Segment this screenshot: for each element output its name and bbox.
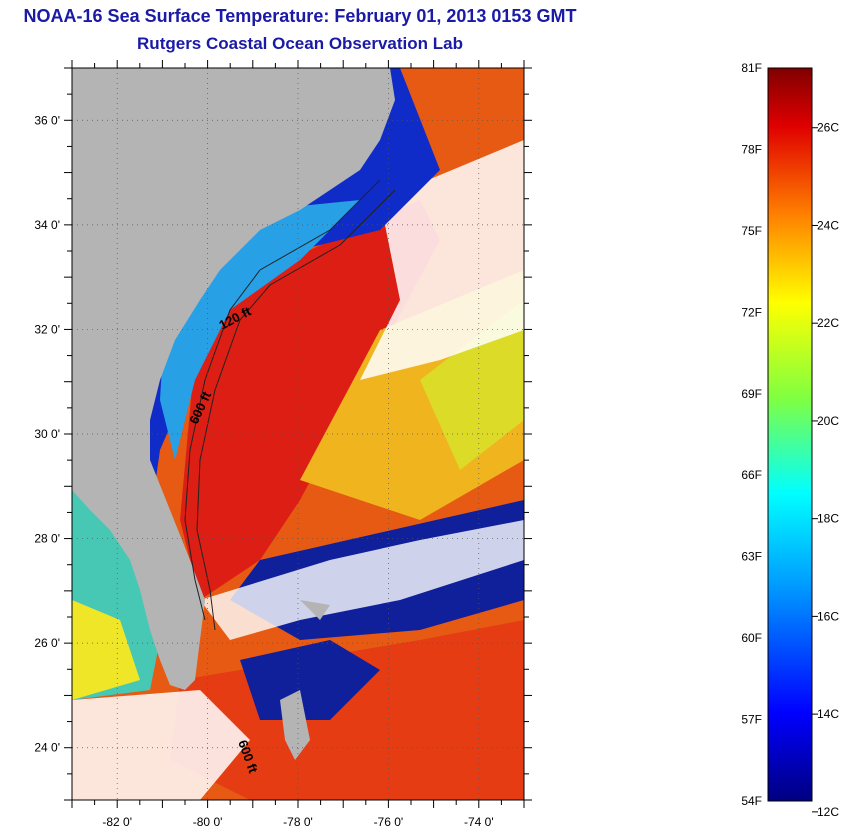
lon-tick-label: -82 0' bbox=[102, 815, 132, 829]
longitude-axis: -82 0' -80 0' -78 0' -76 0' -74 0' bbox=[71, 60, 525, 829]
southern-warm bbox=[170, 620, 524, 800]
colorbar-celsius-labels: 26C 24C 22C 20C 18C 16C 14C 12C bbox=[812, 121, 839, 819]
colorbar-f-label: 60F bbox=[741, 631, 762, 645]
colorbar-f-label: 54F bbox=[741, 794, 762, 808]
lat-tick-label: 34 0' bbox=[34, 218, 60, 232]
island-grand-bahama bbox=[300, 600, 330, 620]
lat-tick-label: 26 0' bbox=[34, 636, 60, 650]
colorbar-f-label: 63F bbox=[741, 550, 762, 564]
island-andros bbox=[280, 690, 310, 760]
map-subtitle: Rutgers Coastal Ocean Observation Lab bbox=[137, 34, 463, 53]
colorbar-c-label: 12C bbox=[817, 805, 839, 819]
isobath-600ft bbox=[196, 189, 396, 631]
colorbar-f-label: 81F bbox=[741, 61, 762, 75]
gulf-warm-patch bbox=[72, 600, 140, 700]
colorbar-ramp bbox=[767, 67, 813, 802]
colorbar-c-label: 24C bbox=[817, 218, 839, 232]
colorbar-f-label: 72F bbox=[741, 305, 762, 319]
gulf-stream bbox=[180, 200, 440, 600]
colorbar-fahrenheit-labels: 81F 78F 75F 72F 69F 66F 63F 60F 57F 54F bbox=[741, 61, 762, 808]
lon-tick-label: -74 0' bbox=[464, 815, 494, 829]
lon-tick-label: -76 0' bbox=[374, 815, 404, 829]
colorbar-f-label: 57F bbox=[741, 713, 762, 727]
lat-tick-label: 32 0' bbox=[34, 322, 60, 336]
lat-tick-label: 28 0' bbox=[34, 532, 60, 546]
cloud-middle bbox=[200, 520, 524, 640]
lon-tick-label: -78 0' bbox=[283, 815, 313, 829]
graticule bbox=[72, 68, 524, 800]
yellow-patch bbox=[420, 300, 524, 470]
colorbar: 81F 78F 75F 72F 69F 66F 63F 60F 57F 54F 26C 24C 22C… bbox=[741, 61, 839, 819]
lat-tick-label: 30 0' bbox=[34, 427, 60, 441]
cloud-lower bbox=[72, 690, 250, 800]
map-title: NOAA-16 Sea Surface Temperature: Februar… bbox=[23, 6, 577, 26]
colorbar-f-label: 69F bbox=[741, 387, 762, 401]
lat-tick-label: 24 0' bbox=[34, 741, 60, 755]
colorbar-f-label: 66F bbox=[741, 468, 762, 482]
latitude-axis: 36 0' 34 0' 32 0' 30 0' 28 0' 26 0' 24 0' bbox=[34, 67, 532, 801]
bahamas-bank bbox=[240, 640, 380, 720]
colorbar-c-label: 20C bbox=[817, 414, 839, 428]
lon-tick-label: -80 0' bbox=[193, 815, 223, 829]
colorbar-c-label: 22C bbox=[817, 316, 839, 330]
lat-tick-label: 36 0' bbox=[34, 113, 60, 127]
colorbar-c-label: 14C bbox=[817, 707, 839, 721]
colorbar-f-label: 75F bbox=[741, 224, 762, 238]
colorbar-f-label: 78F bbox=[741, 142, 762, 156]
colorbar-c-label: 16C bbox=[817, 609, 839, 623]
landmass bbox=[72, 68, 395, 690]
colorbar-c-label: 26C bbox=[817, 121, 839, 135]
colorbar-c-label: 18C bbox=[817, 512, 839, 526]
isobath-120ft bbox=[184, 179, 381, 621]
